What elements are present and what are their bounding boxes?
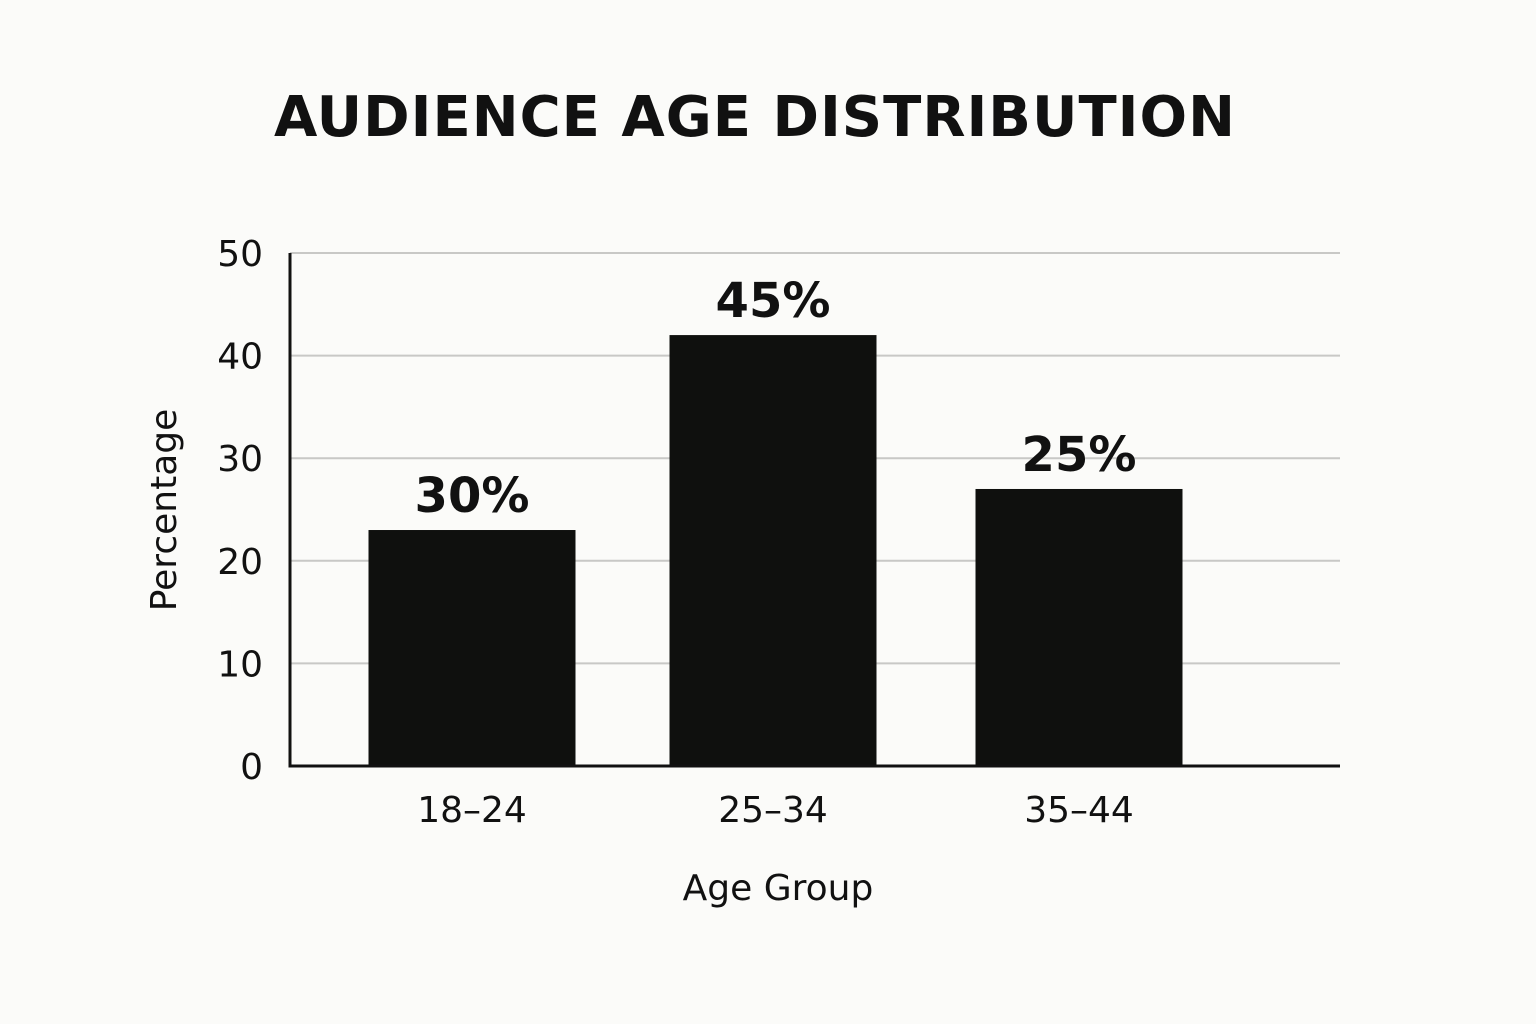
chart-title: AUDIENCE AGE DISTRIBUTION bbox=[274, 85, 1236, 150]
data-label: 25% bbox=[1022, 427, 1137, 483]
y-tick-label: 40 bbox=[217, 337, 263, 378]
bar bbox=[975, 488, 1183, 766]
x-tick-label: 18–24 bbox=[417, 790, 527, 831]
y-axis-label: Percentage bbox=[144, 409, 185, 612]
x-axis-ticks: 18–24 25–34 35–44 bbox=[417, 790, 1134, 831]
data-label: 30% bbox=[415, 468, 530, 524]
y-tick-label: 30 bbox=[217, 439, 263, 480]
y-axis-ticks: 0 10 20 30 40 50 bbox=[217, 234, 263, 788]
data-labels: 30% 45% 25% bbox=[415, 273, 1137, 524]
y-tick-label: 50 bbox=[217, 234, 263, 275]
y-tick-label: 20 bbox=[217, 542, 263, 583]
bars bbox=[368, 335, 1183, 766]
x-tick-label: 25–34 bbox=[718, 790, 828, 831]
y-tick-label: 0 bbox=[240, 747, 263, 788]
data-label: 45% bbox=[716, 273, 831, 329]
x-tick-label: 35–44 bbox=[1024, 790, 1134, 831]
bar bbox=[368, 530, 576, 766]
bar bbox=[669, 335, 877, 766]
y-tick-label: 10 bbox=[217, 644, 263, 685]
x-axis-label: Age Group bbox=[683, 868, 874, 909]
